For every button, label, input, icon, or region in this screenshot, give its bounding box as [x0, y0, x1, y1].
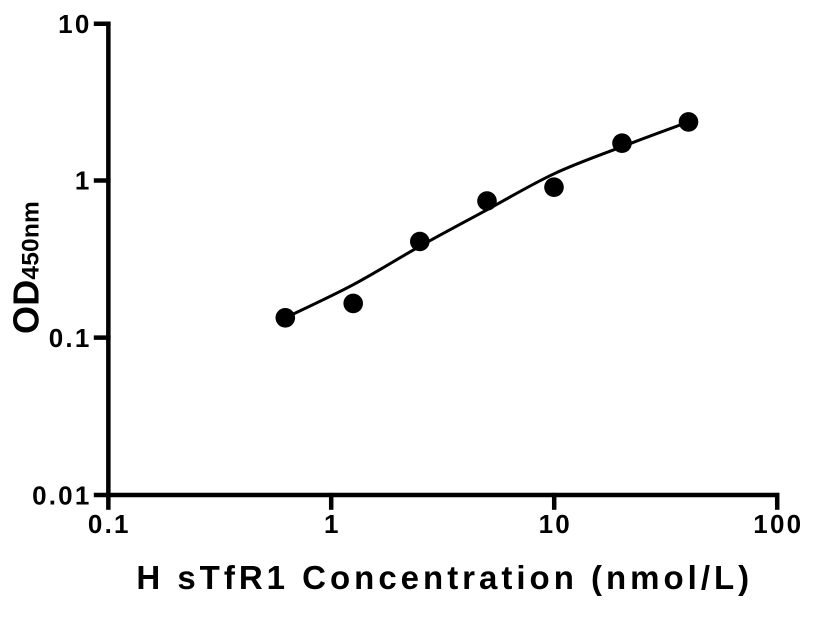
svg-text:0.01: 0.01 [32, 481, 91, 511]
svg-text:0.1: 0.1 [49, 323, 92, 353]
svg-text:10: 10 [58, 9, 91, 39]
svg-text:1: 1 [75, 166, 92, 196]
svg-text:H sTfR1 Concentration (nmol/L): H sTfR1 Concentration (nmol/L) [136, 559, 753, 596]
svg-text:10: 10 [539, 509, 572, 539]
svg-text:100: 100 [753, 509, 803, 539]
svg-text:1: 1 [324, 509, 341, 539]
svg-text:0.1: 0.1 [88, 509, 131, 539]
